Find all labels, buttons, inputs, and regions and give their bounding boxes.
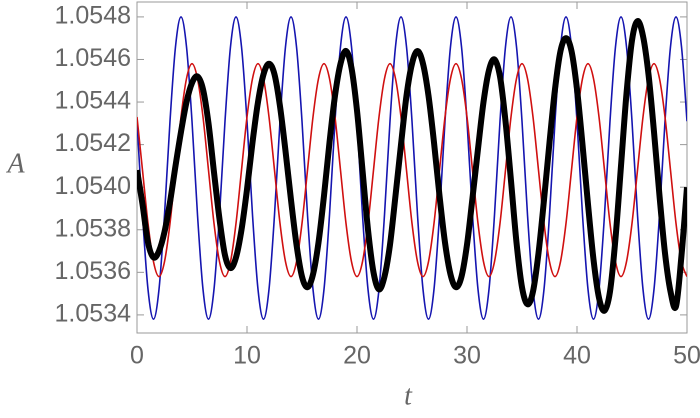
y-tick-label: 1.0544 [55,87,132,115]
plot-frame [136,1,688,334]
x-tick-label: 20 [343,342,371,370]
x-tick-label: 50 [673,342,700,370]
y-tick-label: 1.0536 [55,257,131,285]
x-tick-label: 0 [130,342,144,370]
x-tick-label: 30 [453,342,481,370]
y-tick-label: 1.0540 [55,172,131,200]
x-tick-label: 40 [563,342,591,370]
y-tick-label: 1.0534 [55,300,132,328]
x-axis-label: t [404,380,413,411]
y-tick-label: 1.0546 [55,44,131,72]
y-axis-label: A [5,148,25,179]
series-line [137,18,687,314]
series-line [137,16,687,320]
y-tick-label: 1.0542 [55,129,131,157]
x-tick-label: 10 [233,342,261,370]
series-line [137,62,687,278]
y-tick-label: 1.0538 [55,214,131,242]
y-tick-label: 1.0548 [55,2,131,30]
